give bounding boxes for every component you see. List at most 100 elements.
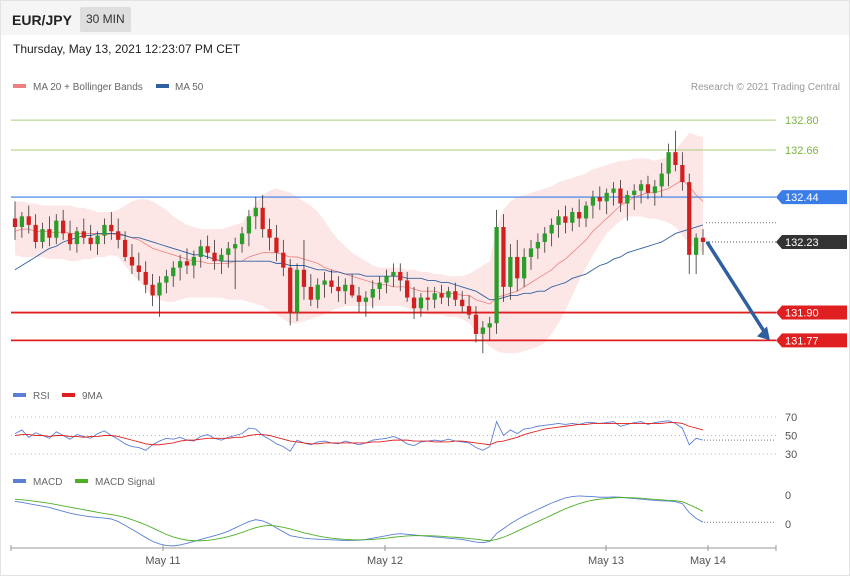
candle-body [226, 248, 231, 255]
candle-body [356, 295, 362, 302]
legend-label-ma20: MA 20 + Bollinger Bands [33, 82, 143, 93]
candle-body [487, 323, 492, 328]
candle-body [26, 216, 31, 225]
candle-body [645, 184, 651, 193]
forecast-arrow-head [757, 326, 770, 341]
candle-body [597, 197, 602, 202]
target-level-label: 132.66 [785, 145, 819, 157]
support-level-tag [776, 333, 847, 348]
candle-body [618, 188, 623, 204]
resistance-level-tag [776, 190, 847, 205]
candle-body [528, 248, 534, 257]
candle-body [432, 293, 437, 300]
candle-body [508, 256, 513, 287]
candle-body [638, 184, 644, 191]
rsi-panel: 70 50 30 [11, 412, 797, 461]
candle-body [501, 227, 506, 287]
macd-panel: 00 [14, 490, 791, 547]
forecast-arrow-shaft [705, 241, 768, 336]
candle-body [12, 218, 18, 228]
candle-body [577, 212, 582, 219]
candle-body [61, 220, 66, 234]
rsi-tick-label: 70 [785, 412, 797, 424]
main-legend: MA 20 + Bollinger Bands MA 50 [13, 82, 204, 93]
candle-body [515, 256, 520, 279]
candle-body [315, 284, 320, 300]
candle-body [384, 276, 389, 283]
legend-label-macd: MACD [33, 477, 62, 488]
candle-body [184, 261, 190, 266]
candle-body [349, 284, 355, 296]
candle-body [549, 224, 554, 234]
candle-body [535, 241, 541, 249]
resistance-level-label: 132.44 [785, 192, 819, 204]
candle-body [439, 293, 444, 298]
support-level-tag [776, 305, 847, 320]
candle-body [260, 207, 265, 230]
candle-body [301, 269, 307, 287]
candle-body [136, 265, 141, 272]
candle-body [570, 212, 575, 223]
candle-body [583, 205, 589, 219]
header-bar: EUR/JPY 30 MIN [1, 1, 849, 35]
candle-body [177, 261, 183, 268]
x-tick-label: May 12 [367, 555, 403, 567]
last-price-label: 132.23 [785, 237, 819, 249]
support-level-label: 131.90 [785, 308, 819, 320]
candle-body [632, 190, 637, 195]
macd-tick-label: 0 [785, 490, 791, 502]
price-panel: 132.80 132.66 132.44 132.23 131.90 131.77 [11, 115, 847, 354]
candle-body [164, 276, 169, 283]
candle-body [563, 216, 568, 223]
rsi-series-line [14, 420, 704, 452]
candle-body [466, 306, 472, 315]
candle-body [239, 233, 245, 245]
last-price-tag [776, 234, 847, 249]
rsi-tick-label: 30 [785, 449, 797, 461]
candle-body [542, 233, 547, 242]
rsi-series-line [14, 422, 704, 446]
candle-body [191, 256, 197, 266]
macd-series-line [14, 495, 704, 547]
candle-body [143, 271, 148, 285]
candle-body [74, 231, 80, 245]
candle-body [336, 286, 341, 292]
candle-body [54, 220, 59, 238]
candle-body [398, 271, 403, 281]
candle-body [480, 327, 485, 334]
candle-body [150, 284, 155, 296]
candle-body [308, 286, 313, 300]
candle-body [205, 246, 210, 253]
candle-body [521, 256, 527, 279]
candle-body [212, 252, 217, 262]
candle-body [19, 216, 25, 228]
legend-label-9ma: 9MA [82, 391, 103, 402]
candle-body [473, 314, 479, 334]
candle-body [116, 231, 121, 240]
candle-body [693, 237, 699, 255]
x-tick-label: May 11 [145, 555, 180, 567]
timestamp: Thursday, May 13, 2021 12:23:07 PM CET [13, 42, 241, 56]
target-level-label: 132.80 [785, 115, 819, 127]
candle-body [411, 297, 417, 309]
macd-legend: MACD MACD Signal [13, 477, 155, 488]
candle-body [494, 227, 499, 324]
candle-body [47, 229, 52, 238]
candle-body [604, 192, 609, 202]
timeframe-button[interactable]: 30 MIN [80, 7, 131, 32]
candle-body [343, 284, 348, 292]
candle-body [281, 252, 286, 268]
legend-label-rsi: RSI [33, 391, 50, 402]
candle-body [40, 229, 45, 242]
legend-swatch-ma50 [156, 84, 169, 88]
x-tick-label: May 14 [690, 555, 726, 567]
candle-body [129, 256, 135, 266]
legend-swatch-macd-signal [75, 479, 88, 483]
legend-swatch-macd [13, 479, 26, 483]
support-level-label: 131.77 [785, 335, 819, 347]
candle-body [687, 182, 692, 255]
candle-body [673, 152, 678, 166]
candle-body [33, 224, 38, 242]
candle-body [700, 237, 706, 242]
